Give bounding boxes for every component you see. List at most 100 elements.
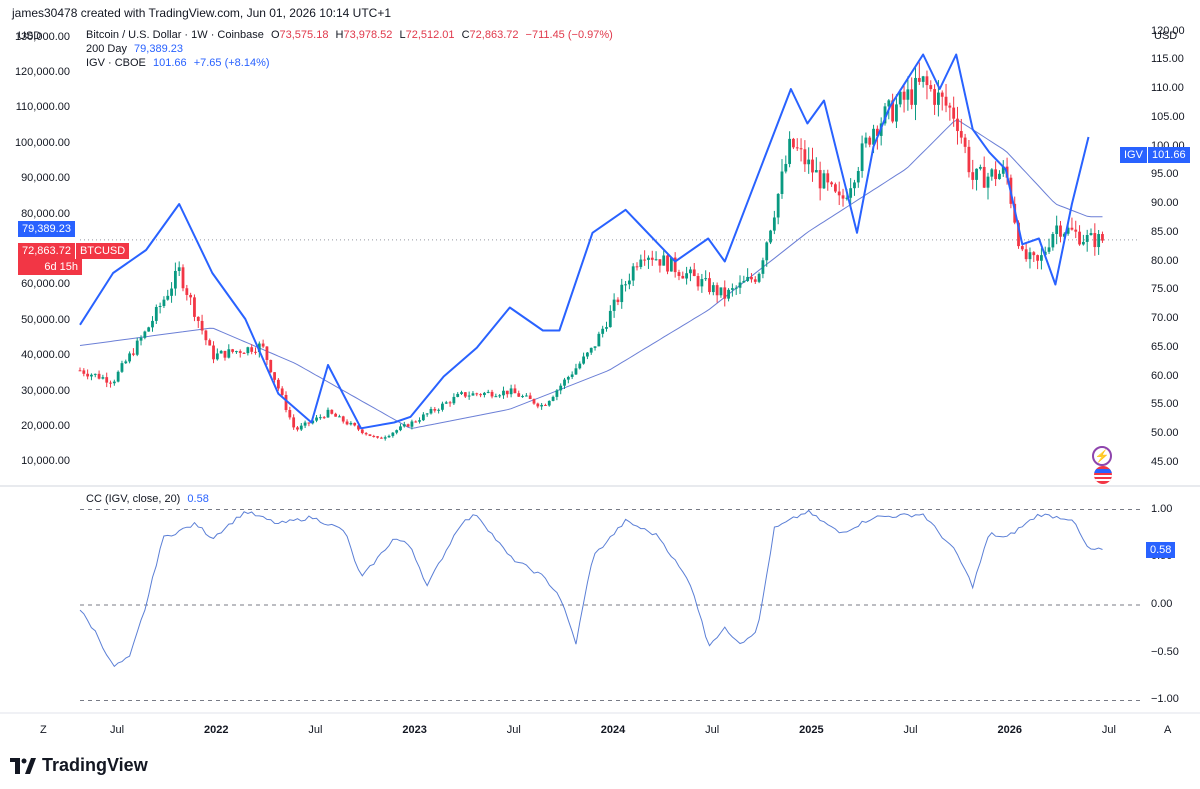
candle: [715, 282, 719, 303]
candle: [193, 294, 196, 322]
candle: [776, 193, 780, 225]
candle: [692, 263, 696, 277]
candle: [227, 344, 231, 359]
tradingview-logo[interactable]: TradingView: [10, 755, 148, 776]
candle: [540, 402, 544, 410]
lightning-event-icon[interactable]: ⚡: [1092, 446, 1112, 466]
candle: [963, 133, 967, 154]
candle: [547, 400, 551, 407]
igv-legend-change: +7.65 (+8.14%): [193, 57, 270, 69]
igv-legend-label: IGV · CBOE: [86, 57, 146, 69]
candle: [135, 337, 139, 357]
candle: [269, 359, 273, 374]
candle: [231, 348, 235, 354]
igv-price-tag: 101.66: [1147, 147, 1190, 163]
candle: [265, 346, 269, 365]
candle: [895, 94, 898, 128]
candle: [700, 273, 704, 293]
candle: [276, 378, 280, 391]
candle: [677, 269, 681, 281]
candle: [128, 351, 131, 364]
candle: [746, 268, 750, 282]
candle: [750, 273, 753, 283]
symbol-name: Bitcoin / U.S. Dollar · 1W · Coinbase: [86, 29, 264, 41]
candle: [120, 360, 124, 373]
right-currency[interactable]: USD: [1154, 30, 1178, 42]
candle: [830, 181, 833, 187]
auto-scale-button[interactable]: A: [1164, 724, 1172, 736]
igv-legend: IGV · CBOE 101.66 +7.65 (+8.14%): [86, 57, 270, 69]
candle: [101, 374, 105, 380]
candle: [235, 350, 238, 354]
right-tick-label: 75.00: [1151, 283, 1179, 296]
cc-line: [79, 509, 1103, 668]
candle: [437, 408, 441, 414]
candle: [601, 325, 605, 338]
candle: [673, 252, 677, 278]
candle: [1055, 215, 1059, 245]
candle: [654, 251, 658, 261]
candle: [524, 393, 528, 397]
candle: [151, 316, 154, 332]
candle: [784, 155, 788, 174]
candle: [502, 386, 505, 399]
candle: [563, 377, 566, 389]
candle: [147, 326, 151, 332]
right-tick-label: 70.00: [1151, 312, 1179, 324]
cc-series: [79, 509, 1103, 668]
igv-price-tag-group: IGV 101.66: [1120, 147, 1190, 163]
candle: [105, 372, 109, 388]
btc-price-tag: 72,863.72: [18, 243, 75, 259]
us-flag-event-icon[interactable]: [1094, 466, 1112, 484]
candle: [1047, 238, 1051, 254]
candle: [334, 412, 338, 417]
candle: [456, 392, 460, 398]
tradingview-logo-icon: [10, 757, 36, 774]
left-currency[interactable]: USD: [18, 30, 42, 42]
candle: [925, 70, 929, 100]
candle: [219, 349, 223, 354]
left-tick-label: 10,000.00: [21, 455, 70, 468]
right-tick-label: 45.00: [1151, 455, 1179, 468]
ohlc-high-label: H: [335, 29, 344, 41]
candle: [448, 400, 452, 407]
candle: [143, 330, 147, 340]
candle: [982, 156, 986, 188]
candle: [349, 421, 353, 426]
candle: [807, 147, 811, 174]
left-tick-label: 20,000.00: [21, 419, 70, 432]
candle: [490, 389, 494, 399]
candle: [254, 347, 257, 355]
candle: [303, 420, 307, 429]
ma-price-tag: 79,389.23: [18, 221, 75, 237]
cc-tick-label: 1.00: [1151, 502, 1173, 515]
igv-symbol-tag: IGV: [1120, 147, 1147, 163]
candle: [471, 391, 475, 396]
candle: [97, 370, 101, 380]
right-tick-label: 110.00: [1151, 82, 1184, 94]
zoom-z-button[interactable]: Z: [40, 724, 47, 736]
candle: [544, 403, 547, 406]
candle: [952, 96, 956, 127]
candle: [185, 284, 189, 301]
right-tick-label: 90.00: [1151, 197, 1179, 209]
ma-legend-value: 79,389.23: [134, 43, 183, 55]
candle: [196, 316, 200, 328]
symbol-legend: Bitcoin / U.S. Dollar · 1W · Coinbase O7…: [86, 29, 613, 41]
left-tick-label: 90,000.00: [21, 172, 70, 185]
candle: [208, 338, 212, 346]
candle: [452, 393, 456, 406]
ma200-line: [79, 119, 1103, 429]
candle: [906, 76, 910, 111]
left-tick-label: 30,000.00: [21, 384, 70, 397]
candle: [1036, 254, 1039, 270]
candle: [772, 210, 776, 235]
candle: [956, 106, 959, 145]
candle: [1074, 220, 1078, 239]
time-tick-label: Jul: [705, 724, 720, 736]
candle: [666, 253, 669, 275]
candle: [1059, 220, 1062, 243]
candle: [719, 287, 723, 298]
candle: [608, 305, 612, 328]
